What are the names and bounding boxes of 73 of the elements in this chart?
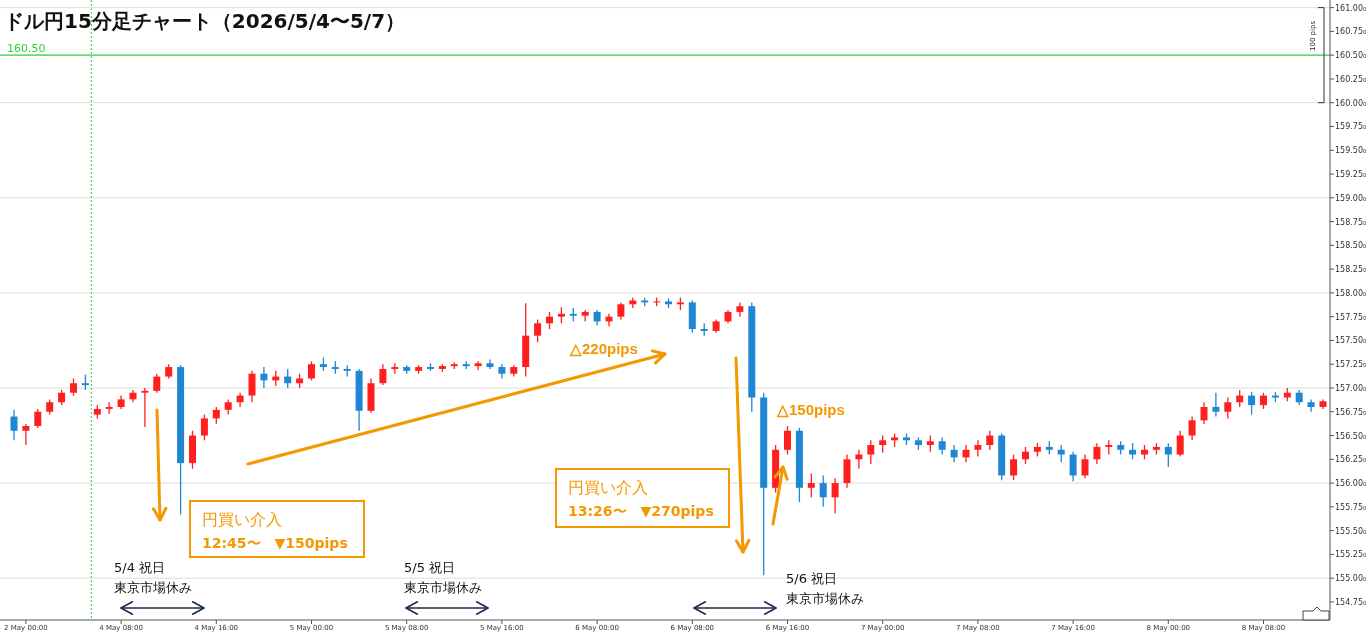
annotation: △220pips	[569, 340, 638, 357]
candlestick	[248, 370, 256, 403]
candlestick	[807, 472, 815, 498]
y-tick-label: 157.50₀	[1335, 336, 1367, 346]
candlestick	[153, 373, 161, 394]
annotation: 5/4 祝日	[114, 560, 166, 575]
candlestick	[736, 301, 744, 318]
ref-line-label: 160.50	[7, 42, 46, 56]
candlestick	[1081, 453, 1089, 479]
annotation: 5/5 祝日	[404, 560, 456, 575]
candlestick	[1164, 442, 1172, 468]
y-tick-label: 155.75₀	[1335, 502, 1367, 512]
candlestick	[1212, 392, 1220, 418]
y-tick-label: 157.25₀	[1335, 360, 1367, 370]
y-tick-label: 155.50₀	[1335, 526, 1367, 536]
y-tick-label: 155.00₀	[1335, 574, 1367, 584]
candlestick	[200, 413, 208, 441]
text: ドル円15分足チャート（2026/5/4〜5/7）	[4, 9, 406, 33]
candlestick	[950, 444, 958, 463]
y-tick-label: 159.50₀	[1335, 146, 1367, 156]
annotation: △150pips	[776, 401, 845, 418]
candlestick	[486, 358, 494, 370]
candlestick	[534, 318, 542, 343]
candlestick	[784, 425, 791, 456]
y-tick-label: 154.75₀	[1335, 597, 1367, 607]
candlestick	[1188, 415, 1196, 441]
annotation: 円買い介入 12:45〜 ▼150pips	[202, 510, 348, 551]
y-tick-label: 160.25₀	[1335, 74, 1367, 84]
y-tick-label: 156.75₀	[1335, 407, 1367, 417]
y-tick-label: 157.00₀	[1335, 383, 1367, 393]
y-tick-label: 159.25₀	[1335, 170, 1367, 180]
annotation: 東京市場休み	[114, 580, 192, 595]
y-tick-label: 156.00₀	[1335, 479, 1367, 489]
candlestick	[1224, 396, 1232, 420]
annotation: 5/6 祝日	[786, 571, 838, 586]
candlestick	[843, 453, 851, 489]
y-tick-label: 155.25₀	[1335, 550, 1367, 560]
candlestick	[1176, 430, 1184, 458]
y-tick-label: 158.75₀	[1335, 217, 1367, 227]
y-tick-label: 156.25₀	[1335, 455, 1367, 465]
annotation: 東京市場休み	[786, 591, 864, 606]
y-tick-label: 158.25₀	[1335, 265, 1367, 275]
candlestick	[831, 477, 839, 515]
candlestick	[974, 439, 982, 458]
candlestick	[962, 444, 970, 463]
candlestick	[867, 439, 875, 465]
candlestick	[1248, 391, 1256, 416]
candlestick	[1069, 451, 1077, 482]
candlestick	[1010, 453, 1018, 481]
candlestick	[1200, 401, 1208, 425]
annotation: 円買い介入 13:26〜 ▼270pips	[568, 478, 714, 519]
y-tick-label: 160.75₀	[1335, 27, 1367, 37]
y-tick-label: 160.50₀	[1335, 51, 1367, 61]
annotation: 東京市場休み	[404, 580, 482, 595]
candlestick	[34, 408, 42, 429]
candlestick	[141, 387, 149, 428]
y-tick-label: 159.75₀	[1335, 122, 1367, 132]
candlestick	[986, 430, 994, 451]
y-tick-label: 160.00₀	[1335, 98, 1367, 108]
y-tick-label: 158.50₀	[1335, 241, 1367, 251]
candlestick	[819, 474, 827, 508]
candlestick	[1307, 398, 1315, 413]
y-tick-label: 159.00₀	[1335, 193, 1367, 203]
y-tick-label: 158.00₀	[1335, 288, 1367, 298]
candlestick	[474, 360, 482, 371]
candlestick	[1093, 442, 1101, 465]
y-tick-label: 157.75₀	[1335, 312, 1367, 322]
y-tick-label: 156.50₀	[1335, 431, 1367, 441]
candlestick	[379, 363, 387, 386]
candlestick	[10, 409, 18, 441]
y-tick-label: 161.00₀	[1335, 3, 1367, 13]
candlestick	[308, 360, 315, 382]
candlestick	[22, 423, 30, 446]
